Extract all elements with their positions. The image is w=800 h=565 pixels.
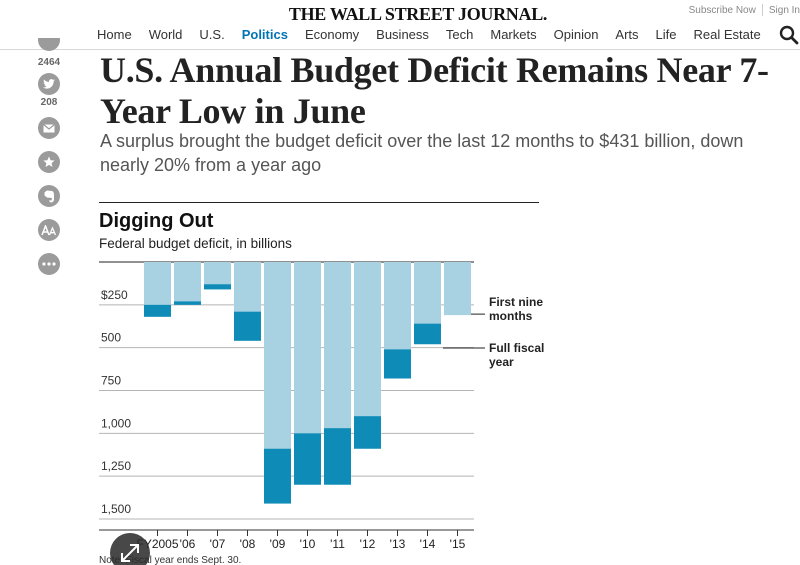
bar-first-nine-months	[294, 262, 321, 434]
bar-first-nine-months	[384, 262, 411, 350]
bar-first-nine-months	[444, 262, 471, 316]
expand-chart-button[interactable]	[110, 533, 150, 565]
nav-item-world[interactable]: World	[148, 27, 183, 42]
search-icon	[779, 25, 799, 45]
bar-first-nine-months	[414, 262, 441, 324]
chart-note: Note: Fiscal year ends Sept. 30.	[99, 555, 242, 565]
evernote-icon	[44, 190, 54, 202]
y-tick-label: 1,250	[101, 459, 131, 473]
x-tick-label: '08	[240, 537, 256, 551]
chart-top-rule	[99, 202, 539, 203]
bar-first-nine-months	[354, 262, 381, 417]
x-tick-label: '11	[330, 537, 345, 551]
email-icon	[43, 123, 55, 132]
y-tick-label: 1,500	[101, 502, 131, 516]
bar-first-nine-months	[174, 262, 201, 302]
star-icon	[43, 156, 55, 167]
bar-first-nine-months	[234, 262, 261, 312]
main-nav: Home World U.S. Politics Economy Busines…	[97, 27, 778, 42]
article-dek: A surplus brought the budget deficit ove…	[100, 131, 744, 175]
y-tick-label: 500	[101, 331, 121, 345]
x-tick-label: '13	[390, 537, 406, 551]
facebook-icon	[38, 38, 60, 51]
facebook-share-count: 2464	[37, 57, 61, 68]
legend-label-first-nine-months: months	[489, 309, 533, 323]
share-rail: 2464 208	[36, 50, 64, 275]
save-article-button[interactable]	[38, 151, 60, 173]
top-header: THE WALL STREET JOURNAL. Subscribe Now S…	[0, 0, 800, 50]
x-tick-label: '06	[180, 537, 196, 551]
twitter-share-count: 208	[40, 97, 58, 108]
y-tick-label: $250	[101, 288, 128, 302]
chart-subtitle: Federal budget deficit, in billions	[99, 236, 292, 251]
nav-item-real-estate[interactable]: Real Estate	[693, 27, 761, 42]
x-tick-label: '14	[420, 537, 436, 551]
evernote-button[interactable]	[38, 185, 60, 207]
nav-item-tech[interactable]: Tech	[445, 27, 474, 42]
account-links: Subscribe Now Sign In	[689, 4, 800, 16]
legend-label-first-nine-months: First nine	[489, 295, 543, 309]
bar-first-nine-months	[324, 262, 351, 429]
more-icon	[42, 262, 56, 266]
bar-first-nine-months	[264, 262, 291, 449]
x-tick-label: '12	[360, 537, 376, 551]
bar-first-nine-months	[204, 262, 231, 285]
nav-item-home[interactable]: Home	[97, 27, 132, 42]
nav-item-business[interactable]: Business	[376, 27, 429, 42]
twitter-share-button[interactable]	[38, 73, 60, 95]
nav-item-opinion[interactable]: Opinion	[553, 27, 599, 42]
x-tick-label: '10	[300, 537, 316, 551]
x-tick-label: '09	[270, 537, 286, 551]
y-tick-label: 750	[101, 374, 121, 388]
nav-item-economy[interactable]: Economy	[304, 27, 360, 42]
nav-item-politics[interactable]: Politics	[241, 27, 288, 42]
text-size-icon	[41, 224, 57, 235]
account-divider	[761, 4, 763, 16]
masthead-logo[interactable]: THE WALL STREET JOURNAL.	[288, 4, 548, 24]
search-button[interactable]	[779, 24, 799, 46]
expand-icon	[121, 544, 139, 562]
nav-item-us[interactable]: U.S.	[199, 27, 225, 42]
nav-item-arts[interactable]: Arts	[615, 27, 639, 42]
chart-title: Digging Out	[99, 210, 214, 232]
more-share-options-button[interactable]	[38, 253, 60, 275]
subscribe-link[interactable]: Subscribe Now	[688, 4, 756, 16]
email-share-button[interactable]	[38, 117, 60, 139]
y-tick-label: 1,000	[101, 416, 131, 430]
x-tick-label: '07	[210, 537, 226, 551]
nav-item-markets[interactable]: Markets	[490, 27, 537, 42]
legend-label-full-fiscal-year: year	[489, 355, 514, 369]
bar-first-nine-months	[144, 262, 171, 305]
facebook-share-button[interactable]	[38, 38, 60, 52]
x-tick-label: '15	[450, 537, 466, 551]
sign-in-link[interactable]: Sign In	[768, 4, 800, 16]
text-size-button[interactable]	[38, 219, 60, 241]
twitter-icon	[43, 79, 55, 89]
article-headline: U.S. Annual Budget Deficit Remains Near …	[100, 50, 769, 131]
nav-item-life[interactable]: Life	[655, 27, 677, 42]
legend-label-full-fiscal-year: Full fiscal	[489, 341, 544, 355]
